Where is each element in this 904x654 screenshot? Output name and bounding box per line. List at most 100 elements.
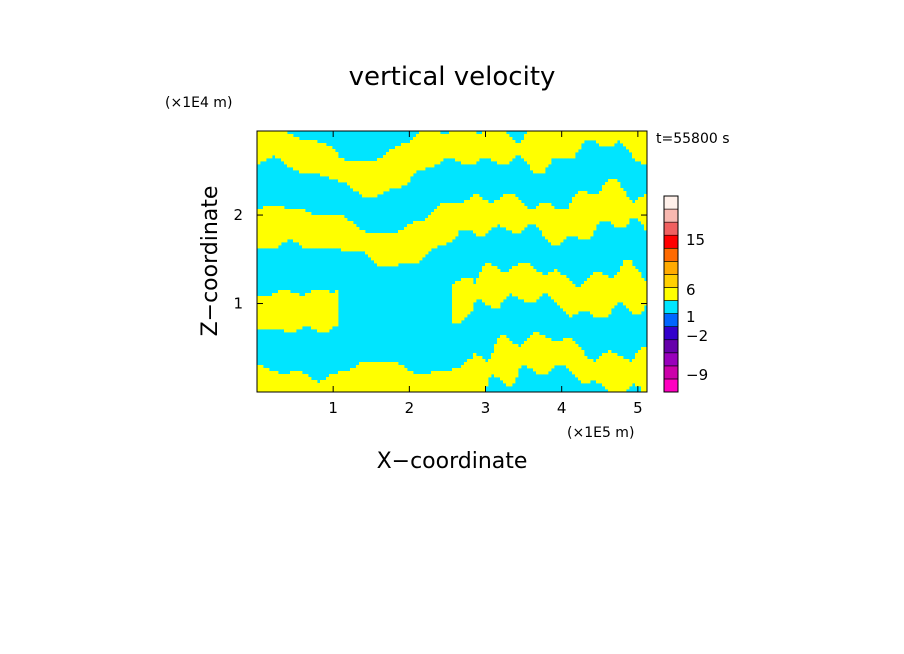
- field-cell: [410, 374, 414, 378]
- field-cell: [434, 209, 438, 213]
- field-cell: [608, 377, 612, 381]
- field-cell: [536, 134, 540, 138]
- field-cell: [446, 209, 450, 213]
- field-cell: [617, 293, 621, 297]
- field-cell: [641, 143, 645, 147]
- field-cell: [470, 227, 474, 231]
- field-cell: [476, 383, 480, 387]
- field-cell: [290, 308, 294, 312]
- field-cell: [278, 386, 282, 390]
- field-cell: [362, 245, 366, 249]
- field-cell: [641, 287, 645, 291]
- field-cell: [608, 197, 612, 201]
- field-cell: [260, 305, 264, 309]
- field-cell: [494, 275, 498, 279]
- field-cell: [464, 386, 468, 390]
- field-cell: [563, 212, 567, 216]
- field-cell: [521, 275, 525, 279]
- field-cell: [575, 194, 579, 198]
- field-cell: [368, 377, 372, 381]
- field-cell: [326, 227, 330, 231]
- field-cell: [563, 209, 567, 213]
- field-cell: [578, 233, 582, 237]
- field-cell: [431, 227, 435, 231]
- chart-title: vertical velocity: [349, 62, 556, 92]
- field-cell: [578, 374, 582, 378]
- field-cell: [626, 212, 630, 216]
- field-cell: [392, 389, 396, 392]
- field-cell: [329, 170, 333, 174]
- field-cell: [479, 272, 483, 276]
- field-cell: [533, 353, 537, 357]
- field-cell: [644, 152, 647, 156]
- field-cell: [335, 383, 339, 387]
- field-cell: [365, 236, 369, 240]
- field-cell: [626, 260, 630, 264]
- field-cell: [284, 383, 288, 387]
- field-cell: [527, 269, 531, 273]
- field-cell: [296, 311, 300, 315]
- field-cell: [629, 140, 633, 144]
- field-cell: [392, 170, 396, 174]
- field-cell: [623, 359, 627, 363]
- field-cell: [287, 146, 291, 150]
- field-cell: [539, 146, 543, 150]
- field-cell: [344, 245, 348, 249]
- field-cell: [596, 293, 600, 297]
- field-cell: [629, 377, 633, 381]
- field-cell: [512, 212, 516, 216]
- field-cell: [404, 173, 408, 177]
- field-cell: [644, 140, 647, 144]
- field-cell: [284, 152, 288, 156]
- field-cell: [494, 140, 498, 144]
- field-cell: [299, 320, 303, 324]
- field-cell: [416, 224, 420, 228]
- field-cell: [296, 152, 300, 156]
- field-cell: [293, 389, 297, 392]
- field-cell: [527, 344, 531, 348]
- field-cell: [266, 308, 270, 312]
- field-cell: [542, 362, 546, 366]
- field-cell: [506, 365, 510, 369]
- field-cell: [413, 248, 417, 252]
- field-cell: [578, 350, 582, 354]
- field-cell: [479, 275, 483, 279]
- field-cell: [512, 377, 516, 381]
- field-cell: [272, 140, 276, 144]
- field-cell: [632, 374, 636, 378]
- field-cell: [449, 131, 453, 135]
- field-cell: [278, 212, 282, 216]
- field-cell: [320, 329, 324, 333]
- field-cell: [296, 164, 300, 168]
- field-cell: [299, 152, 303, 156]
- field-cell: [260, 314, 264, 318]
- field-cell: [431, 380, 435, 384]
- field-cell: [335, 173, 339, 177]
- field-cell: [431, 152, 435, 156]
- field-cell: [497, 368, 501, 372]
- field-cell: [506, 344, 510, 348]
- field-cell: [560, 287, 564, 291]
- field-cell: [395, 149, 399, 153]
- field-cell: [407, 227, 411, 231]
- field-cell: [602, 281, 606, 285]
- field-cell: [596, 284, 600, 288]
- field-cell: [335, 380, 339, 384]
- field-cell: [620, 362, 624, 366]
- field-cell: [593, 308, 597, 312]
- field-cell: [272, 233, 276, 237]
- field-cell: [320, 290, 324, 294]
- field-cell: [536, 137, 540, 141]
- field-cell: [320, 311, 324, 315]
- field-cell: [380, 380, 384, 384]
- field-cell: [296, 149, 300, 153]
- field-cell: [275, 212, 279, 216]
- field-cell: [452, 203, 456, 207]
- field-cell: [521, 347, 525, 351]
- field-cell: [566, 278, 570, 282]
- field-cell: [545, 212, 549, 216]
- field-cell: [539, 152, 543, 156]
- field-cell: [275, 389, 279, 392]
- field-cell: [368, 239, 372, 243]
- field-cell: [287, 137, 291, 141]
